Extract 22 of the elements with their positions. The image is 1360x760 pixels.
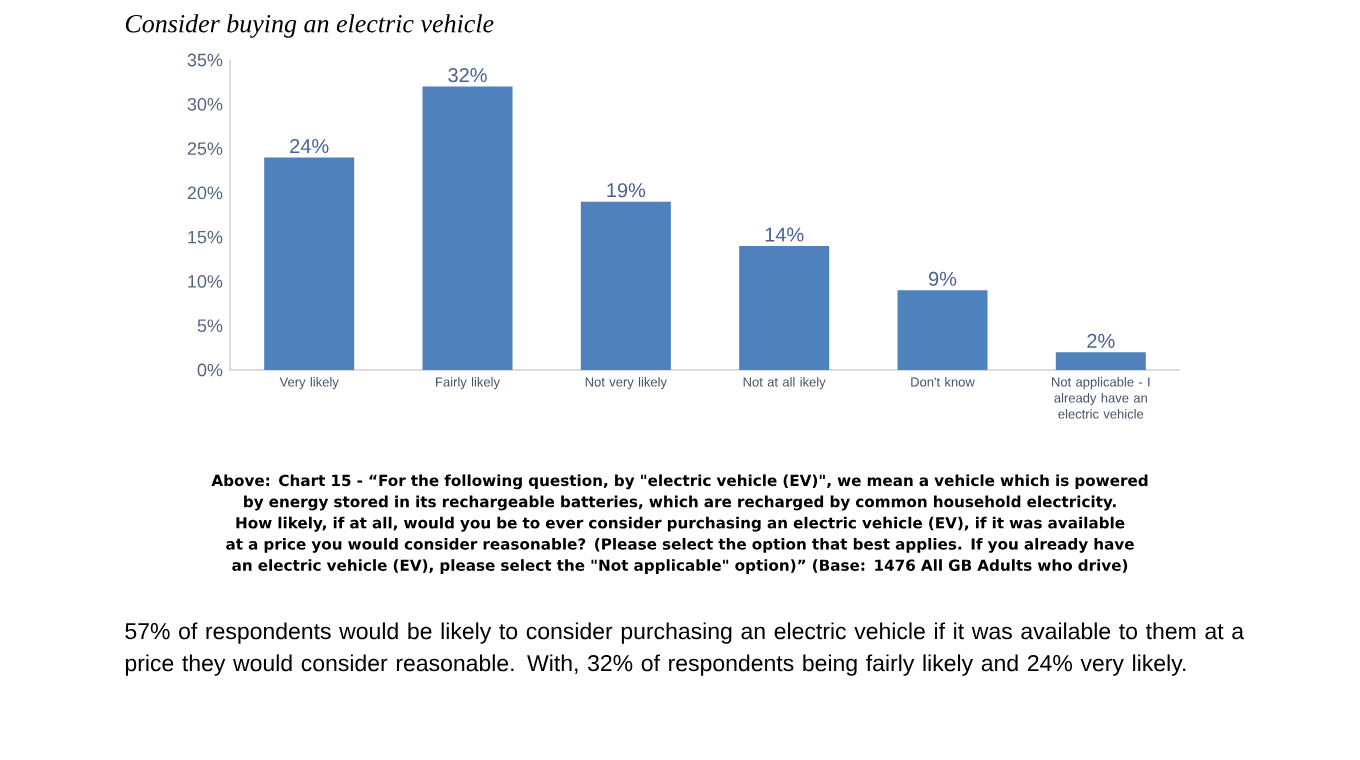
chart-title: Consider buying an electric vehicle (125, 14, 494, 38)
bar (264, 157, 355, 370)
bar (580, 201, 671, 370)
bar (897, 290, 988, 370)
data-label: 2% (1087, 333, 1115, 348)
data-label: 32% (448, 68, 487, 83)
y-tick-label: 15% (188, 230, 223, 244)
data-label: 9% (928, 271, 957, 286)
y-tick-label: 30% (187, 97, 223, 111)
data-label: 19% (607, 183, 646, 198)
y-tick-label: 20% (187, 186, 223, 200)
bar (739, 246, 830, 370)
bar (422, 86, 513, 370)
y-tick-label: 0% (197, 363, 223, 377)
data-label: 14% (765, 227, 804, 242)
data-label: 24% (290, 138, 329, 154)
y-tick-label: 35% (187, 53, 223, 67)
text: 57% of respondents would be likely to consider purchasing an electric vehicle if it was available to them at a price they would consider reasonable. With, 32% of respondents being fairly likely and 24% very likely. (125, 622, 1245, 676)
y-tick-label: 10% (188, 275, 223, 288)
bar (1055, 352, 1146, 370)
y-tick-label: 5% (197, 319, 223, 333)
y-tick-label: 25% (187, 142, 223, 155)
